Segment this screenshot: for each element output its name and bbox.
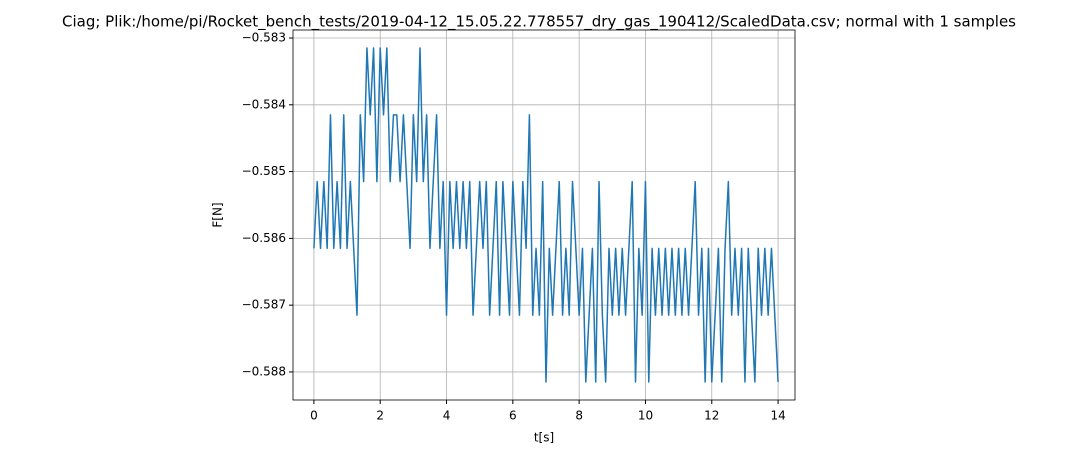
x-tick-label: 14	[770, 409, 785, 423]
y-tick-label: −0.584	[242, 97, 286, 111]
x-tick-label: 10	[638, 409, 653, 423]
y-tick-label: −0.587	[242, 298, 286, 312]
y-axis-label: F[N]	[211, 202, 225, 227]
data-line	[313, 47, 779, 383]
y-tick-label: −0.585	[242, 164, 286, 178]
y-tick-label: −0.588	[242, 364, 286, 378]
x-tick-label: 4	[443, 409, 451, 423]
x-axis-label: t[s]	[534, 431, 554, 445]
y-tick-label: −0.583	[242, 31, 286, 45]
x-tick-label: 2	[376, 409, 384, 423]
x-tick-label: 0	[310, 409, 318, 423]
y-tick-label: −0.586	[242, 231, 286, 245]
x-tick-label: 8	[575, 409, 583, 423]
chart-title: Ciag; Plik:/home/pi/Rocket_bench_tests/2…	[62, 13, 1016, 32]
x-tick-label: 12	[704, 409, 719, 423]
x-tick-label: 6	[509, 409, 517, 423]
plot-frame	[292, 29, 796, 401]
